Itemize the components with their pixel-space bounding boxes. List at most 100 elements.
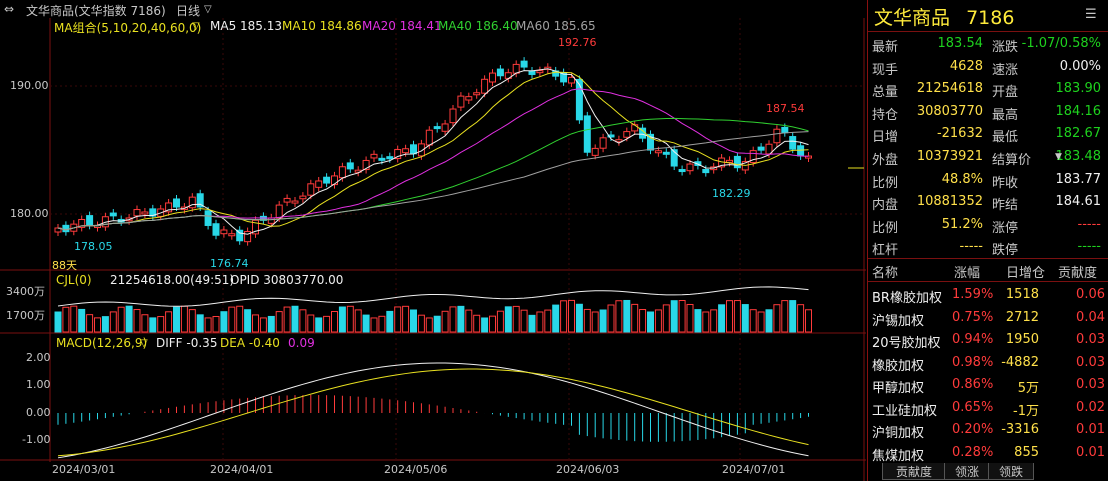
list-item[interactable]: 橡胶加权 0.98% -4882 0.03 bbox=[868, 351, 1108, 374]
item-oi: 1950 bbox=[1005, 332, 1039, 347]
header-oi[interactable]: 日增仓 bbox=[1006, 266, 1046, 281]
candle bbox=[583, 115, 591, 153]
quote-label: 开盘 bbox=[992, 85, 1019, 101]
volume-bar bbox=[315, 317, 323, 333]
quote-row: 总量 21254618 开盘 183.90 bbox=[868, 77, 1108, 100]
item-name: 甲醇加权 bbox=[872, 381, 925, 396]
quote-value: 184.16 bbox=[1055, 103, 1102, 119]
volume-bar bbox=[520, 309, 528, 333]
item-oi: 855 bbox=[1014, 444, 1039, 460]
volume-legend-label[interactable]: CJL(0) bbox=[56, 273, 92, 287]
list-item[interactable]: 沪锡加权 0.75% 2712 0.04 bbox=[868, 306, 1108, 329]
item-name: 焦煤加权 bbox=[872, 448, 925, 464]
tab-top-gainers[interactable]: 领涨 bbox=[944, 463, 990, 480]
chevron-down-icon[interactable]: ▽ bbox=[192, 21, 200, 32]
quote-label: 速涨 bbox=[992, 62, 1019, 78]
ma5-value: MA5 185.13 bbox=[210, 19, 282, 33]
ma10-line bbox=[57, 71, 809, 231]
quote-value: 21254618 bbox=[916, 81, 983, 97]
chart-area[interactable]: ⇔ 文华商品(文华指数 7186) 日线 ▽ MA组合(5,10,20,40,6… bbox=[0, 0, 866, 481]
quote-value: ----- bbox=[1077, 239, 1101, 255]
volume-bar bbox=[267, 315, 275, 333]
candle bbox=[757, 146, 765, 151]
volume-bar bbox=[62, 306, 70, 333]
ma-legend-label[interactable]: MA组合(5,10,20,40,60,0) bbox=[54, 21, 202, 35]
volume-bar bbox=[109, 311, 117, 333]
quote-row: 杠杆 ----- 跌停 ----- bbox=[868, 235, 1108, 258]
tab-contribution[interactable]: 贡献度 bbox=[882, 463, 946, 480]
volume-bar bbox=[291, 305, 299, 333]
candle bbox=[78, 218, 86, 228]
instrument-name: 文华商品 bbox=[874, 7, 951, 29]
list-item[interactable]: 焦煤加权 0.28% 855 0.01 bbox=[868, 441, 1108, 464]
volume-bar bbox=[70, 305, 78, 333]
quote-label: 持仓 bbox=[872, 107, 899, 123]
kline-chart[interactable] bbox=[0, 0, 866, 481]
tab-top-losers[interactable]: 领跌 bbox=[988, 463, 1034, 480]
macd-value: 0.09 bbox=[288, 336, 315, 350]
macd-legend-label[interactable]: MACD(12,26,9) bbox=[56, 336, 148, 350]
list-item[interactable]: 沪铜加权 0.20% -3316 0.01 bbox=[868, 418, 1108, 441]
candle bbox=[654, 150, 662, 154]
quote-value: 51.2% bbox=[941, 216, 983, 232]
volume-bar bbox=[275, 311, 283, 333]
candle bbox=[662, 151, 670, 155]
ma-legend: MA组合(5,10,20,40,60,0) ▽ MA5 185.13 MA10 … bbox=[50, 19, 850, 35]
link-icon[interactable]: ⇔ bbox=[4, 2, 15, 16]
quote-value: 183.48 bbox=[1055, 149, 1102, 164]
item-change: 1.59% bbox=[952, 287, 994, 302]
quote-row: 外盘 10373921 结算价 183.48 bbox=[868, 145, 1108, 168]
period-selector[interactable]: 日线 bbox=[176, 4, 201, 18]
quote-value: -1.07/0.58% bbox=[1021, 36, 1101, 51]
item-contrib: 0.03 bbox=[1076, 332, 1105, 347]
item-name: 橡胶加权 bbox=[872, 358, 925, 374]
list-item[interactable]: 工业硅加权 0.65% -1万 0.02 bbox=[868, 396, 1108, 419]
item-oi: 1518 bbox=[1005, 287, 1039, 302]
candle bbox=[457, 95, 465, 108]
chevron-down-icon[interactable]: ▽ bbox=[204, 4, 212, 15]
header-contrib[interactable]: 贡献度 bbox=[1058, 266, 1098, 281]
volume-bar bbox=[299, 309, 307, 333]
menu-icon[interactable]: ☰ bbox=[1085, 7, 1097, 22]
chart-title-bar: ⇔ 文华商品(文华指数 7186) 日线 ▽ bbox=[0, 0, 866, 18]
volume-bar bbox=[496, 310, 504, 333]
list-item[interactable]: 甲醇加权 0.86% 5万 0.03 bbox=[868, 373, 1108, 396]
candle bbox=[228, 233, 236, 237]
candle bbox=[149, 208, 157, 217]
candle bbox=[133, 209, 141, 217]
quote-value: ----- bbox=[1077, 216, 1101, 232]
header-change[interactable]: 涨幅 bbox=[954, 266, 981, 281]
volume-bar bbox=[560, 300, 568, 333]
list-item[interactable]: BR橡胶加权 1.59% 1518 0.06 bbox=[868, 283, 1108, 306]
volume-bar bbox=[180, 305, 188, 333]
quote-row: 日增 -21632 最低 182.67 bbox=[868, 122, 1108, 145]
volume-bar bbox=[749, 309, 757, 333]
candle bbox=[252, 219, 259, 235]
chevron-down-icon[interactable]: ▽ bbox=[140, 338, 148, 349]
candle bbox=[283, 197, 291, 203]
header-name[interactable]: 名称 bbox=[872, 266, 899, 281]
chart-title: 文华商品(文华指数 7186) bbox=[26, 4, 166, 18]
ma40-line bbox=[57, 117, 809, 231]
item-contrib: 0.04 bbox=[1076, 309, 1105, 325]
caret-down-icon[interactable]: ▼ bbox=[1055, 152, 1062, 162]
volume-bar bbox=[141, 314, 149, 333]
volume-bar bbox=[678, 300, 686, 333]
annotation-high: 192.76 bbox=[558, 36, 597, 49]
volume-bar bbox=[449, 306, 457, 333]
volume-bar bbox=[204, 317, 212, 333]
volume-bar bbox=[544, 309, 552, 333]
list-item[interactable]: 20号胶加权 0.94% 1950 0.03 bbox=[868, 328, 1108, 351]
candle bbox=[496, 68, 504, 77]
volume-bar bbox=[797, 304, 805, 333]
candle bbox=[789, 136, 797, 150]
volume-bar bbox=[654, 309, 662, 333]
candle bbox=[331, 175, 338, 186]
candle bbox=[109, 212, 117, 217]
quote-row: 持仓 30803770 最高 184.16 bbox=[868, 100, 1108, 123]
quote-value: -21632 bbox=[936, 126, 983, 142]
candle bbox=[394, 149, 402, 160]
volume-bar bbox=[631, 303, 639, 333]
macd-tick: 0.00 bbox=[26, 406, 51, 419]
candle bbox=[410, 144, 417, 155]
